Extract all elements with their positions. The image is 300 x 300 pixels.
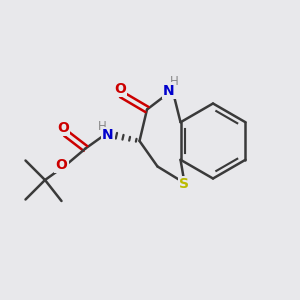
Text: H: H — [98, 120, 106, 134]
Text: H: H — [169, 75, 178, 88]
Text: N: N — [102, 128, 114, 142]
Text: N: N — [163, 84, 175, 98]
Text: O: O — [56, 158, 68, 172]
Text: O: O — [114, 82, 126, 96]
Text: S: S — [179, 178, 190, 191]
Text: O: O — [57, 121, 69, 135]
